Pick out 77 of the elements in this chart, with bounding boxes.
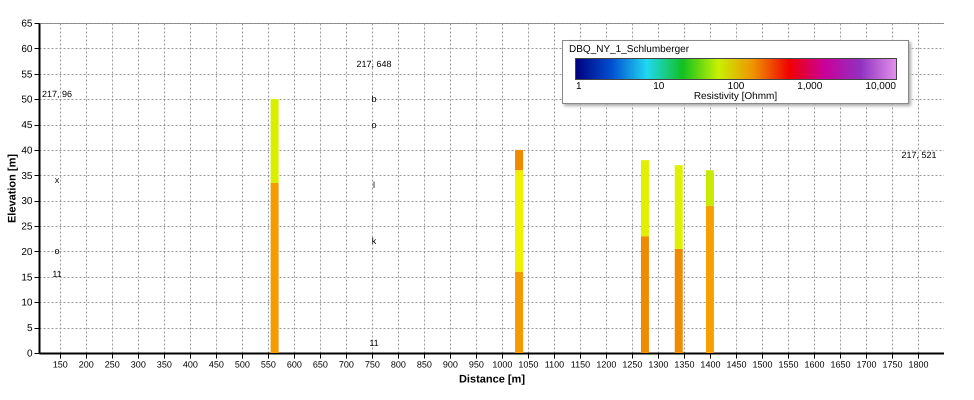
annotation: k <box>372 236 377 246</box>
x-tick-label: 1500 <box>752 360 772 370</box>
annotation: 217, 96 <box>42 89 72 99</box>
x-tick-label: 1550 <box>778 360 798 370</box>
y-tick-label: 15 <box>21 272 33 284</box>
x-tick-label: 1050 <box>518 360 538 370</box>
bar <box>270 182 279 353</box>
annotation: 217, 648 <box>356 59 392 69</box>
annotation: 11 <box>369 338 379 348</box>
y-tick-label: 60 <box>21 44 33 55</box>
x-tick-label: 550 <box>260 360 276 370</box>
x-tick-label: 600 <box>286 360 302 370</box>
x-tick-label: 1000 <box>492 360 512 370</box>
legend-title: DBQ_NY_1_Schlumberger <box>569 44 690 55</box>
y-tick-label: 10 <box>21 298 33 309</box>
annotation: 11 <box>52 269 62 279</box>
annotation: 10,000 <box>865 81 896 92</box>
y-tick-label: 40 <box>21 145 33 156</box>
x-tick-label: 400 <box>182 360 198 370</box>
annotation: l <box>373 180 375 190</box>
x-tick-label: 950 <box>468 360 484 370</box>
x-tick-label: 1800 <box>908 360 929 370</box>
x-tick-label: 1250 <box>622 360 642 370</box>
annotation: o <box>54 246 60 256</box>
x-tick-label: 450 <box>208 360 224 370</box>
x-tick-label: 350 <box>156 360 172 370</box>
annotation: 1 <box>576 81 582 92</box>
annotation: 10 <box>653 81 664 92</box>
x-tick-label: 1100 <box>544 360 564 370</box>
x-tick-label: 150 <box>52 360 68 370</box>
x-tick-label: 1750 <box>882 360 903 370</box>
y-tick-label: 65 <box>21 18 33 30</box>
x-tick-label: 750 <box>364 360 380 370</box>
x-tick-label: 900 <box>442 360 458 370</box>
y-tick-label: 30 <box>21 196 33 208</box>
bar <box>515 150 524 170</box>
x-tick-label: 1450 <box>726 360 746 370</box>
x-tick-label: 850 <box>416 360 432 370</box>
x-tick-label: 1200 <box>596 360 616 370</box>
y-tick-label: 50 <box>21 94 33 106</box>
x-tick-label: 700 <box>338 360 354 370</box>
x-tick-label: 1150 <box>570 360 590 370</box>
bar <box>640 160 649 236</box>
y-axis-title: Elevation [m] <box>6 154 18 224</box>
x-tick-label: 200 <box>78 360 94 370</box>
annotation: 1,000 <box>797 81 822 92</box>
annotation: 100 <box>728 81 744 92</box>
bar <box>515 170 524 272</box>
bar <box>706 206 714 353</box>
y-tick-label: 55 <box>21 69 33 80</box>
y-tick-label: 20 <box>21 246 33 258</box>
x-tick-label: 1400 <box>700 360 720 370</box>
bar <box>706 170 714 206</box>
x-tick-label: 1350 <box>674 360 694 370</box>
annotation: 217, 521 <box>901 150 937 160</box>
x-tick-label: 1300 <box>648 360 668 370</box>
annotation: b <box>371 94 377 104</box>
x-tick-label: 1600 <box>804 360 824 370</box>
x-tick-label: 650 <box>312 360 328 370</box>
y-tick-label: 25 <box>21 222 33 233</box>
annotation: x <box>54 175 60 185</box>
color-bar-title: Resistivity [Ohmm] <box>692 91 778 102</box>
bar <box>270 99 279 183</box>
x-tick-label: 1650 <box>830 360 850 370</box>
x-axis-title: Distance [m] <box>458 374 526 386</box>
x-tick-label: 800 <box>390 360 406 370</box>
x-tick-label: 1700 <box>856 360 876 370</box>
x-tick-label: 300 <box>130 360 146 370</box>
x-tick-label: 500 <box>234 360 250 370</box>
bar <box>515 272 524 353</box>
y-tick-label: 5 <box>26 323 33 334</box>
y-tick-label: 0 <box>26 348 33 360</box>
x-tick-label: 250 <box>104 360 120 370</box>
annotation: o <box>371 120 377 130</box>
y-tick-label: 35 <box>21 170 33 182</box>
bar <box>674 165 683 249</box>
y-tick-label: 45 <box>21 120 33 132</box>
